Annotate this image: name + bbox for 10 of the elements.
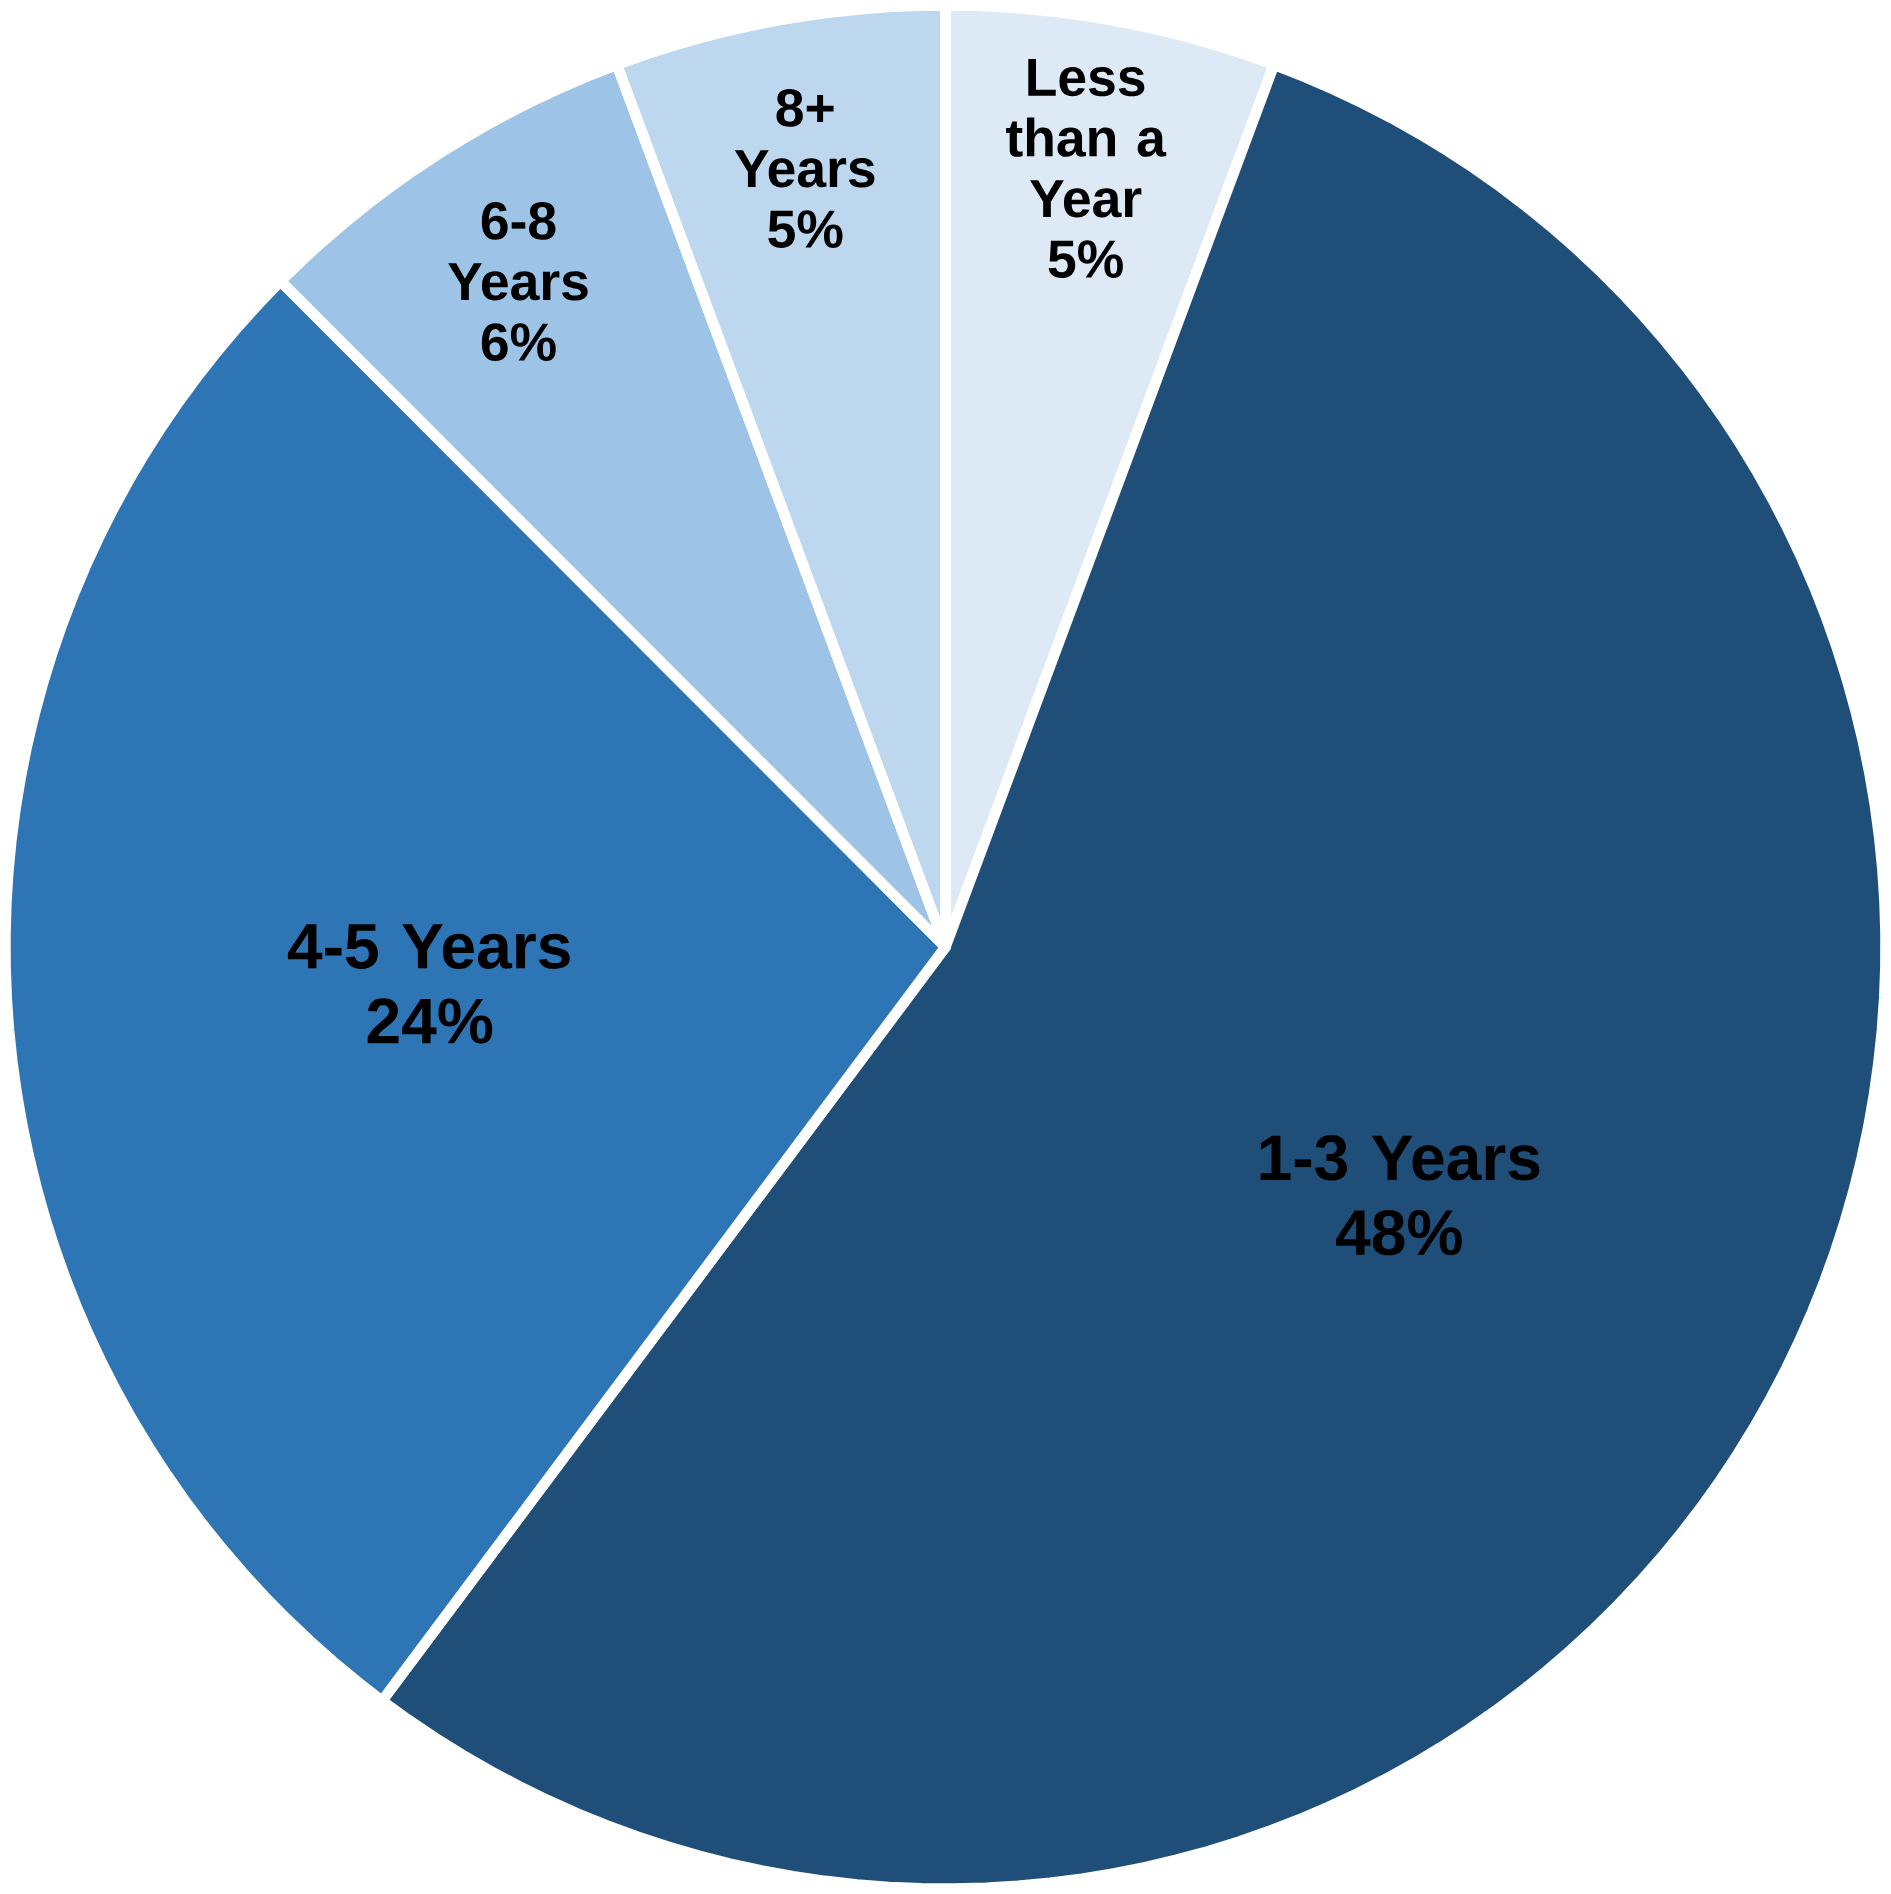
- slice-label: 6-8 Years: [448, 201, 588, 301]
- slice-label: Less than a Year: [1006, 58, 1167, 218]
- slice-label: 8+ Years: [734, 88, 875, 188]
- slice-label: 4-5 Years: [287, 924, 570, 969]
- slice-label: 1-3 Years: [1260, 1135, 1540, 1181]
- data-label: 6%: [481, 323, 556, 362]
- data-label: 48%: [1336, 1209, 1462, 1256]
- data-label: 5%: [1048, 240, 1123, 279]
- data-label: 5%: [768, 210, 843, 249]
- data-label: 24%: [367, 998, 493, 1044]
